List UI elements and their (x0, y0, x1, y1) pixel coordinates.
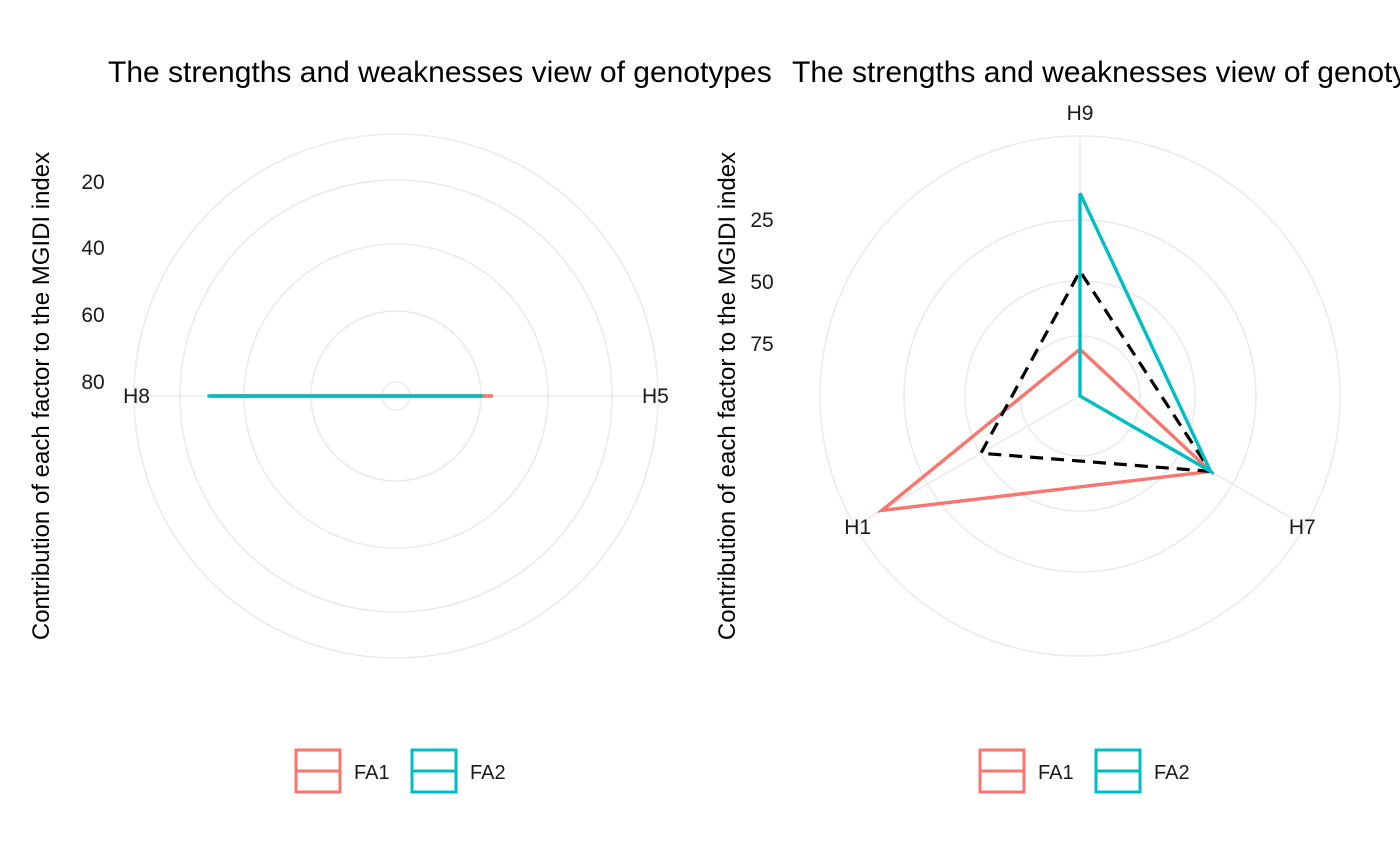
y-tick-label: 75 (750, 333, 773, 356)
legend-label: FA1 (1038, 762, 1074, 784)
chart-title: The strengths and weaknesses view of gen… (792, 56, 1400, 89)
legend-item-fa1: FA1 (294, 748, 390, 794)
series-fa1-line (876, 346, 1215, 513)
category-label: H5 (642, 385, 669, 408)
panel-1: H5 H8 20 40 60 80 Contribution of each factor … (28, 133, 669, 794)
y-tick-label: 25 (750, 209, 773, 232)
category-label: H7 (1289, 516, 1316, 539)
chart-title: The strengths and weaknesses view of gen… (108, 56, 772, 89)
panel-2: H7 H1 H9 25 50 75 Contribution of each factor … (714, 102, 1341, 794)
y-tick-label: 60 (81, 304, 104, 327)
y-tick-label: 80 (81, 371, 104, 394)
y-tick-label: 20 (81, 171, 104, 194)
legend-label: FA2 (470, 762, 506, 784)
legend-item-fa2: FA2 (1094, 748, 1190, 794)
series-fa2-line (1078, 192, 1215, 476)
category-label: H1 (844, 516, 871, 539)
legend-item-fa2: FA2 (410, 748, 506, 794)
series-mean-line (978, 268, 1214, 474)
category-label: H9 (1067, 102, 1094, 125)
y-tick-label: 40 (81, 237, 104, 260)
y-tick-label: 50 (750, 271, 773, 294)
category-label: H8 (123, 385, 150, 408)
legend-label: FA1 (354, 762, 390, 784)
grid-spoke (854, 395, 1081, 527)
y-axis-label: Contribution of each factor to the MGIDI… (714, 152, 741, 640)
legend-item-fa1: FA1 (978, 748, 1074, 794)
legend-label: FA2 (1154, 762, 1190, 784)
y-axis-label: Contribution of each factor to the MGIDI… (28, 152, 55, 640)
